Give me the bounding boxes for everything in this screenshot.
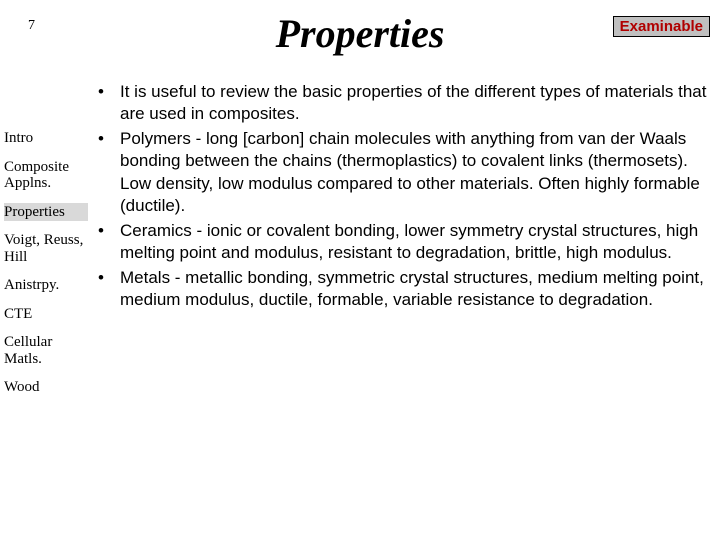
examinable-badge: Examinable bbox=[613, 16, 710, 37]
bullet-list: It is useful to review the basic propert… bbox=[94, 81, 708, 311]
page-number: 7 bbox=[28, 18, 35, 34]
sidebar-item-composite-applns[interactable]: Composite Applns. bbox=[4, 158, 88, 193]
list-item: Metals - metallic bonding, symmetric cry… bbox=[94, 267, 708, 312]
list-item: Ceramics - ionic or covalent bonding, lo… bbox=[94, 220, 708, 265]
list-item: Polymers - long [carbon] chain molecules… bbox=[94, 128, 708, 218]
sidebar-item-voigt-reuss-hill[interactable]: Voigt, Reuss, Hill bbox=[4, 231, 88, 266]
sidebar-item-intro[interactable]: Intro bbox=[4, 129, 88, 148]
body-wrap: Intro Composite Applns. Properties Voigt… bbox=[0, 81, 720, 407]
sidebar: Intro Composite Applns. Properties Voigt… bbox=[0, 81, 88, 407]
sidebar-item-cellular-matls[interactable]: Cellular Matls. bbox=[4, 333, 88, 368]
list-item: It is useful to review the basic propert… bbox=[94, 81, 708, 126]
sidebar-item-cte[interactable]: CTE bbox=[4, 305, 88, 324]
main-content: It is useful to review the basic propert… bbox=[88, 81, 708, 407]
sidebar-item-properties[interactable]: Properties bbox=[4, 203, 88, 222]
sidebar-item-anistrpy[interactable]: Anistrpy. bbox=[4, 276, 88, 295]
sidebar-item-wood[interactable]: Wood bbox=[4, 378, 88, 397]
